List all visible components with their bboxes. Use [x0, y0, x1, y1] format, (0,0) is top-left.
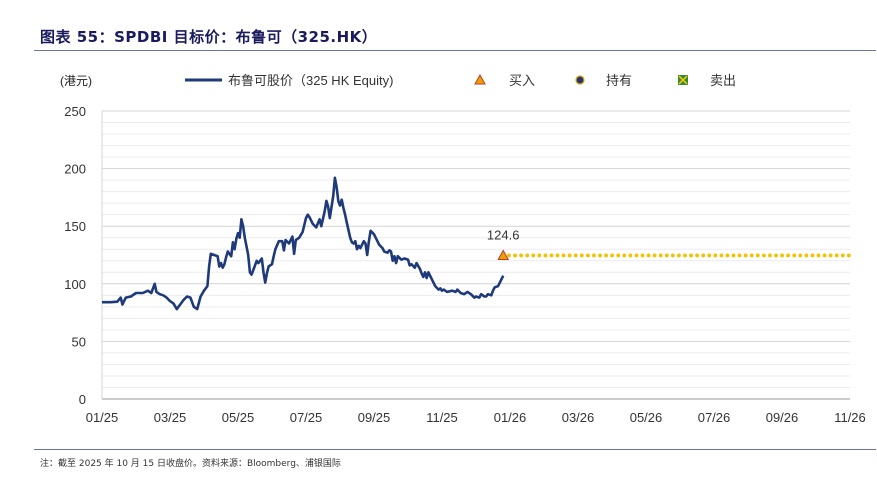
x-tick-label: 05/25	[222, 410, 255, 425]
legend-buy-icon	[474, 73, 486, 85]
y-tick-label: 50	[72, 334, 86, 349]
target-dot	[780, 253, 784, 258]
target-dot	[768, 253, 772, 258]
legend-label-price: 布鲁可股价（325 HK Equity)	[228, 73, 393, 88]
y-tick-label: 100	[64, 277, 86, 292]
target-dot	[604, 253, 608, 258]
target-dot	[677, 253, 681, 258]
legend-label-sell: 卖出	[710, 73, 736, 88]
target-dot	[749, 253, 754, 258]
target-dot	[761, 253, 766, 258]
x-tick-label: 09/26	[766, 410, 799, 425]
target-dot	[725, 253, 730, 258]
x-tick-label: 01/25	[86, 410, 119, 425]
target-dot	[561, 253, 566, 258]
target-dot	[822, 253, 827, 258]
x-tick-label: 07/26	[698, 410, 731, 425]
x-tick-label: 09/25	[358, 410, 391, 425]
target-dot	[585, 253, 590, 258]
target-dot	[567, 253, 572, 258]
target-dot	[701, 253, 706, 258]
buy-marker-triangle	[497, 249, 510, 260]
target-dot	[810, 253, 815, 258]
target-dot	[507, 253, 511, 258]
target-dot	[707, 253, 712, 258]
target-dot	[846, 253, 851, 258]
target-dot	[549, 253, 554, 258]
target-dot	[755, 253, 760, 258]
top-divider	[34, 50, 876, 51]
target-dot	[743, 253, 748, 258]
legend-sell-icon-cross	[678, 75, 688, 85]
target-dot	[531, 253, 536, 258]
target-dot	[792, 253, 797, 258]
y-tick-label: 0	[79, 392, 86, 407]
footnote: 注：截至 2025 年 10 月 15 日收盘价。资料来源：Bloomberg、…	[40, 459, 341, 469]
target-dot	[579, 253, 584, 258]
target-dot	[519, 253, 524, 258]
target-dot	[804, 253, 809, 258]
target-dot	[628, 253, 633, 258]
y-tick-label: 250	[64, 104, 86, 119]
target-dot	[670, 253, 675, 258]
page-title: 图表 55：SPDBI 目标价：布鲁可（325.HK）	[40, 28, 378, 46]
y-tick-labels: 0 50 100 150 200 250	[64, 104, 86, 407]
x-tick-label: 11/26	[834, 410, 866, 425]
x-tick-labels: 01/25 03/25 05/25 07/25 09/25 11/25 01/26 03/26…	[86, 410, 866, 425]
x-tick-label: 03/25	[154, 410, 187, 425]
target-dot	[828, 253, 833, 258]
series-line-price	[102, 176, 505, 311]
target-dot	[537, 253, 542, 258]
grid-lines	[101, 110, 850, 400]
target-dot	[719, 253, 724, 258]
target-dot	[689, 253, 693, 258]
legend-hold-icon	[575, 75, 585, 85]
y-tick-label: 150	[64, 219, 86, 234]
target-dot	[652, 253, 657, 258]
x-tick-label: 03/26	[562, 410, 595, 425]
legend-label-buy: 买入	[509, 73, 535, 88]
target-dot	[622, 253, 627, 258]
target-price-label: 124.6	[487, 227, 520, 242]
target-dot	[786, 253, 791, 258]
series-layer	[102, 176, 505, 311]
target-dot	[658, 253, 663, 258]
x-tick-label: 07/25	[290, 410, 323, 425]
target-dot	[592, 253, 596, 258]
x-tick-label: 01/26	[494, 410, 527, 425]
target-dot	[646, 253, 651, 258]
x-tick-label: 05/26	[630, 410, 663, 425]
target-dot	[616, 253, 621, 258]
target-dot	[737, 253, 742, 258]
legend: 布鲁可股价（325 HK Equity) 买入 持有 卖出	[185, 73, 736, 88]
target-dot	[840, 253, 845, 258]
target-dot	[816, 253, 821, 258]
target-dot	[713, 253, 718, 258]
target-dot	[798, 253, 803, 258]
x-tick-label: 11/25	[426, 410, 458, 425]
target-dot	[543, 253, 548, 258]
y-axis-label: (港元)	[60, 74, 92, 88]
target-dot	[664, 253, 669, 258]
target-dot	[513, 253, 517, 258]
target-layer: 124.6	[487, 227, 851, 260]
target-dot	[610, 253, 615, 258]
target-dot	[573, 253, 578, 258]
y-tick-label: 200	[64, 162, 86, 177]
target-dot	[834, 253, 839, 258]
target-dot	[555, 253, 560, 258]
target-dot	[695, 253, 700, 258]
target-dot	[774, 253, 778, 258]
target-dot	[598, 253, 602, 258]
target-dot	[683, 253, 687, 258]
target-dot	[731, 253, 736, 258]
target-dot	[640, 253, 645, 258]
legend-label-hold: 持有	[606, 73, 632, 88]
target-dot	[634, 253, 639, 258]
bottom-divider	[34, 449, 876, 450]
target-dot	[525, 253, 530, 258]
